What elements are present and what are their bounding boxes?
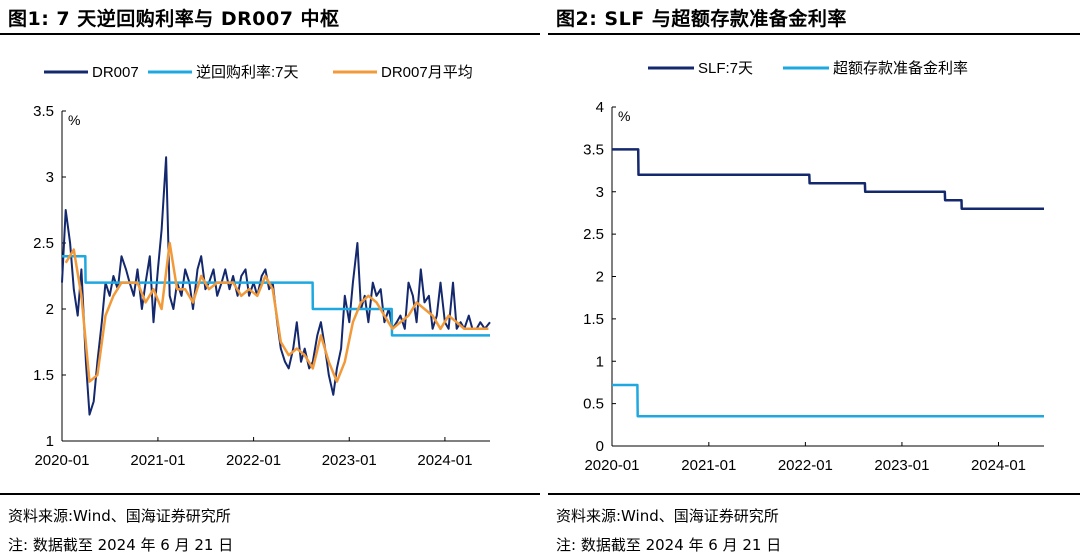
x-tick-label: 2020-01 (584, 457, 639, 474)
y-tick-label: 1.5 (583, 311, 604, 328)
legend-label: DR007月平均 (381, 64, 473, 81)
title-rule (0, 33, 540, 35)
chart-title: 图1: 7 天逆回购利率与 DR007 中枢 (8, 8, 340, 30)
source-text: 资料来源:Wind、国海证券研究所 (556, 507, 779, 525)
x-tick-label: 2020-01 (34, 452, 89, 469)
dr007-chart: 1 1.5 2 2.5 3 3.5 % 2020-01 2021-01 2022-01 2023-0… (33, 64, 491, 469)
series-line-1 (612, 148, 1044, 210)
note-text: 注: 数据截至 2024 年 6 月 21 日 (8, 536, 234, 554)
x-tick-label: 2021-01 (130, 452, 185, 469)
x-tick-label: 2024-01 (971, 457, 1026, 474)
y-tick-label: 3 (596, 184, 604, 201)
y-tick-label: 2.5 (583, 226, 604, 243)
y-tick-label: 3.5 (583, 141, 604, 158)
legend-label: 逆回购利率:7天 (196, 64, 299, 81)
note-text: 注: 数据截至 2024 年 6 月 21 日 (556, 536, 782, 554)
y-tick-label: 1 (46, 433, 54, 450)
y-tick-label: 1 (596, 353, 604, 370)
left-panel: 图1: 7 天逆回购利率与 DR007 中枢 1 1.5 2 2.5 3 3.5% 2020… (0, 0, 540, 554)
x-tick-label: 2024-01 (417, 452, 472, 469)
legend-label: SLF:7天 (698, 60, 753, 77)
slf-chart: 0 0.5 1 1.5 2 2.5 3 3.5 4 % 2020-01 2021-01 2022-01 2… (583, 60, 1044, 474)
footer-rule (0, 493, 540, 495)
y-tick-label: 3.5 (33, 103, 54, 120)
series-line-1 (61, 156, 491, 416)
x-tick-label: 2023-01 (322, 452, 377, 469)
x-tick-label: 2023-01 (874, 457, 929, 474)
y-axis-unit-label: % (618, 108, 630, 124)
x-tick-label: 2021-01 (681, 457, 736, 474)
series-line-3 (64, 241, 489, 383)
x-tick-label: 2022-01 (226, 452, 281, 469)
legend-label: DR007 (92, 64, 139, 81)
right-panel: 图2: SLF 与超额存款准备金利率 0 0.5 1 1.5 2 2.5 3 3.5 4% 202… (548, 0, 1080, 554)
y-tick-label: 4 (596, 99, 604, 116)
x-tick-label: 2022-01 (778, 457, 833, 474)
source-text: 资料来源:Wind、国海证券研究所 (8, 507, 231, 525)
y-axis-unit-label: % (68, 112, 80, 128)
y-tick-label: 1.5 (33, 367, 54, 384)
y-tick-label: 2 (46, 301, 54, 318)
y-tick-label: 0 (596, 438, 604, 455)
title-rule (548, 33, 1080, 35)
y-tick-label: 2.5 (33, 235, 54, 252)
y-tick-label: 3 (46, 169, 54, 186)
y-tick-label: 2 (596, 269, 604, 286)
chart-title: 图2: SLF 与超额存款准备金利率 (556, 8, 847, 30)
legend-label: 超额存款准备金利率 (833, 60, 968, 77)
footer-rule (548, 493, 1080, 495)
y-tick-label: 0.5 (583, 396, 604, 413)
series-line-2 (62, 254, 490, 337)
series-line-2 (612, 383, 1044, 418)
